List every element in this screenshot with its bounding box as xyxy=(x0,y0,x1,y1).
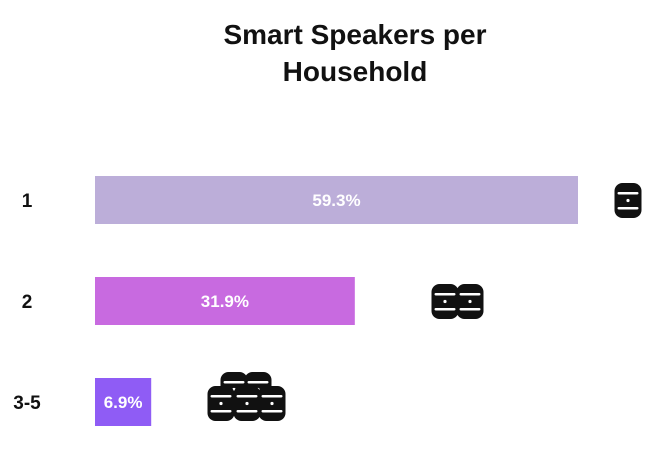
smart-speaker-icon xyxy=(207,386,235,421)
speaker-icon-group xyxy=(431,284,484,319)
data-label: 59.3% xyxy=(312,191,360,210)
smart-speaker-icon xyxy=(258,386,286,421)
speaker-icon-group xyxy=(207,372,286,421)
category-label: 2 xyxy=(22,292,33,313)
bar xyxy=(95,277,355,325)
smart-speaker-icon xyxy=(431,284,459,319)
smart-speaker-icon xyxy=(614,183,642,218)
bars-layer: 1 59.3% 2 31.9% 3-5 6.9% xyxy=(13,176,642,426)
category-label: 1 xyxy=(22,191,33,212)
smart-speaker-icon xyxy=(456,284,484,319)
category-label: 3-5 xyxy=(13,393,41,414)
speaker-icon-group xyxy=(614,183,642,218)
data-label: 31.9% xyxy=(201,292,249,311)
bar xyxy=(95,378,152,426)
bar-row: 3-5 6.9% xyxy=(13,372,286,426)
bar-row: 2 31.9% xyxy=(22,277,484,325)
bar-row: 1 59.3% xyxy=(22,176,642,224)
data-label: 6.9% xyxy=(104,393,143,412)
bar xyxy=(95,176,578,224)
smart-speaker-icon xyxy=(233,386,261,421)
chart-title: Smart Speakers per Household xyxy=(223,19,487,87)
